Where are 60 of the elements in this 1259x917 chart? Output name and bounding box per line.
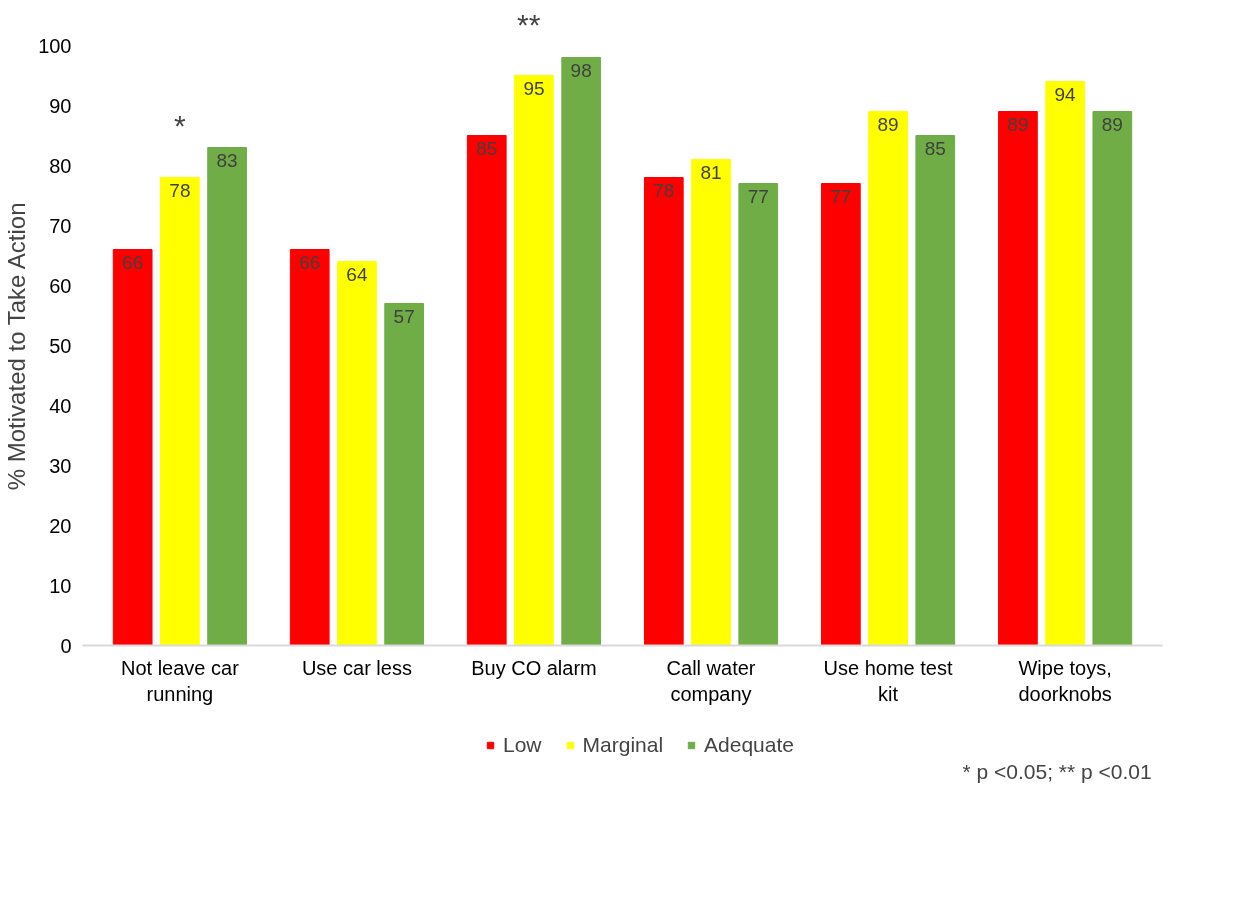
x-tick-label: Call water company: [666, 656, 756, 705]
bar: [514, 75, 554, 646]
legend-label: Marginal: [582, 733, 664, 757]
y-tick-label: 40: [49, 394, 72, 417]
y-tick-label: 20: [49, 514, 72, 537]
y-tick-label: 0: [60, 634, 72, 657]
bar: [821, 183, 861, 646]
annotation: *: [174, 108, 187, 142]
y-tick-label: 30: [49, 454, 72, 477]
y-tick-label: 10: [49, 574, 72, 597]
bar: [160, 177, 200, 646]
y-tick-label: 70: [49, 214, 72, 237]
x-tick-label: Wipe toys, doorknobs: [1018, 656, 1112, 705]
bar: [738, 183, 779, 646]
data-label: 81: [700, 161, 722, 183]
bar: [112, 249, 153, 646]
x-tick-label: Use home test kit: [823, 656, 953, 705]
data-label: 98: [570, 59, 592, 81]
bar: [1045, 81, 1085, 646]
bar: [207, 147, 247, 646]
legend-label: Low: [503, 733, 542, 757]
data-label: 66: [299, 251, 321, 273]
data-label: 78: [169, 179, 191, 201]
x-tick-label: Buy CO alarm: [471, 656, 597, 679]
x-tick-label: Use car less: [301, 656, 412, 679]
y-tick-label: 60: [49, 274, 72, 297]
bar: [868, 111, 908, 646]
data-label: 77: [830, 185, 852, 207]
y-tick-label: 90: [49, 94, 72, 117]
y-tick-label: 100: [38, 34, 72, 57]
data-label: 89: [1101, 113, 1123, 135]
bar: [466, 135, 507, 646]
bar: [289, 249, 330, 646]
bar: [643, 177, 684, 646]
data-label: 85: [476, 137, 498, 159]
bar: [384, 303, 424, 646]
data-label: 78: [653, 179, 675, 201]
legend-label: Adequate: [704, 733, 794, 757]
bar: [691, 159, 731, 646]
data-label: 95: [523, 77, 545, 99]
y-axis-title: % Motivated to Take Action: [3, 202, 31, 491]
bar: [561, 57, 602, 646]
bar: [915, 135, 956, 646]
data-label: 89: [877, 113, 899, 135]
data-label: 85: [924, 137, 946, 159]
text: * p <0.05; ** p <0.01: [962, 759, 1152, 783]
text: **: [516, 7, 541, 41]
y-tick-label: 50: [49, 334, 72, 357]
y-tick-label: 80: [49, 154, 72, 177]
data-label: 57: [393, 305, 415, 327]
bar: [337, 261, 377, 646]
data-label: 94: [1054, 83, 1077, 105]
bar: [1092, 111, 1133, 646]
data-label: 66: [122, 251, 144, 273]
bar: [998, 111, 1038, 646]
data-label: 83: [216, 149, 238, 171]
data-label: 89: [1007, 113, 1029, 135]
data-label: 77: [747, 185, 769, 207]
data-label: 64: [346, 263, 368, 285]
x-tick-label: Not leave car running: [120, 656, 240, 705]
